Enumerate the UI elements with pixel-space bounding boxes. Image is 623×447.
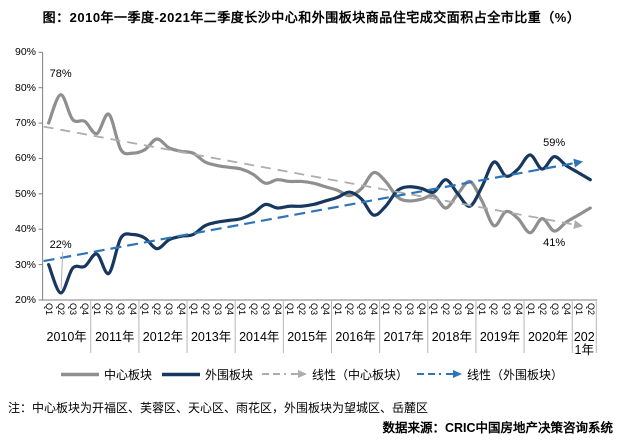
legend-item-outer: 外围板块: [161, 366, 253, 383]
annotation-leader-line: [60, 252, 64, 289]
center-trend-marker: [262, 370, 307, 378]
legend: 中心板块 外围板块 线性（中心板块） 线性（外围板块）: [0, 365, 623, 383]
outer-trend-marker: [417, 370, 463, 378]
center-line-marker: [60, 372, 99, 376]
legend-item-center: 中心板块: [60, 366, 152, 383]
legend-label-trend-outer: 线性（外围板块）: [467, 367, 564, 382]
note-text: 注：中心板块为开福区、芙蓉区、天心区、雨花区，外围板块为望城区、岳麓区: [8, 401, 429, 415]
chart-title: 图：2010年一季度-2021年二季度长沙中心和外围板块商品住宅成交面积占全市比…: [42, 10, 581, 25]
trendline-center: [43, 125, 583, 229]
legend-item-trend-center: 线性（中心板块）: [262, 366, 408, 383]
outer-line-marker: [161, 372, 200, 376]
legend-label-trend-center: 线性（中心板块）: [312, 367, 409, 382]
legend-label-outer: 外围板块: [204, 367, 253, 382]
series-line-outer: [47, 153, 592, 295]
trendline-outer: [43, 158, 583, 263]
legend-label-center: 中心板块: [103, 367, 152, 382]
series-line-center: [47, 93, 592, 235]
source-text: 数据来源：CRIC中国房地产决策咨询系统: [382, 421, 613, 435]
legend-item-trend-outer: 线性（外围板块）: [417, 366, 563, 383]
